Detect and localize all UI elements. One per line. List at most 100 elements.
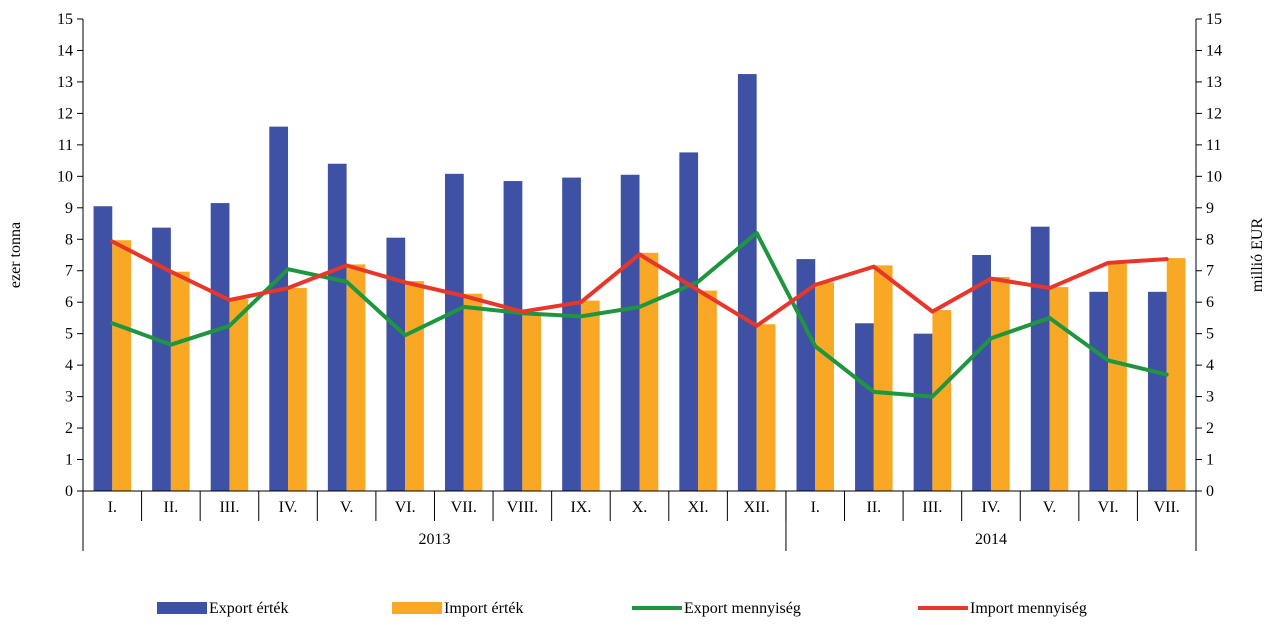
x-group-label-2014: 2014 — [975, 531, 1007, 548]
y-tick-right-label-3: 3 — [1206, 389, 1214, 406]
legend-swatch-import-ertek — [392, 602, 442, 614]
bar-import-ertek-12 — [815, 282, 834, 491]
y-axis-left-title: ezer tonna — [7, 222, 24, 288]
y-axis-right-title: millió EUR — [1249, 218, 1266, 293]
x-category-label-14: III. — [922, 499, 942, 516]
bar-export-ertek-9 — [620, 174, 640, 491]
x-group-label-2013: 2013 — [418, 531, 450, 548]
bar-export-ertek-18 — [1147, 291, 1167, 491]
bar-export-ertek-16 — [1030, 226, 1050, 491]
x-category-label-12: I. — [811, 499, 820, 516]
x-category-label-13: II. — [866, 499, 881, 516]
line-export-mennyiseg — [110, 230, 1169, 399]
x-category-label-4: V. — [340, 499, 354, 516]
x-category-label-9: X. — [632, 499, 648, 516]
x-category-label-18: VII. — [1154, 499, 1180, 516]
bar-export-ertek-6 — [445, 173, 464, 492]
y-tick-left-label-10: 10 — [57, 168, 73, 185]
bar-import-ertek-4 — [346, 264, 366, 491]
bar-export-ertek-0 — [93, 206, 113, 491]
bar-export-ertek-1 — [152, 227, 171, 491]
y-tick-left-label-5: 5 — [65, 326, 73, 343]
y-tick-left-label-8: 8 — [65, 231, 73, 248]
x-category-label-16: V. — [1043, 499, 1057, 516]
bar-export-ertek-14 — [913, 333, 933, 491]
x-category-label-2: III. — [219, 499, 239, 516]
x-category-label-10: XI. — [688, 499, 709, 516]
x-category-label-7: VIII. — [507, 499, 539, 516]
y-tick-right-label-5: 5 — [1206, 326, 1214, 343]
x-category-label-0: I. — [108, 499, 117, 516]
x-category-label-15: IV. — [982, 499, 1001, 516]
bar-import-ertek-10 — [698, 290, 717, 491]
y-tick-left-label-1: 1 — [65, 452, 73, 469]
y-tick-right-label-15: 15 — [1206, 11, 1222, 28]
bar-import-ertek-18 — [1166, 258, 1186, 491]
y-tick-right-label-12: 12 — [1206, 105, 1222, 122]
y-tick-left-label-7: 7 — [65, 263, 73, 280]
y-tick-left-label-15: 15 — [57, 11, 73, 28]
y-tick-right-label-1: 1 — [1206, 452, 1214, 469]
y-tick-left-label-14: 14 — [57, 42, 73, 59]
x-category-label-6: VII. — [451, 499, 477, 516]
bar-import-ertek-16 — [1049, 287, 1069, 491]
bar-export-ertek-13 — [855, 323, 874, 491]
legend: Export érték Import érték Export mennyiség… — [157, 600, 1087, 617]
legend-label-export-ertek: Export érték — [209, 600, 289, 617]
x-category-label-8: IX. — [570, 499, 591, 516]
x-category-label-1: II. — [164, 499, 179, 516]
y-tick-right-label-10: 10 — [1206, 168, 1222, 185]
line-series-layer — [110, 230, 1169, 399]
y-tick-left-label-0: 0 — [65, 483, 73, 500]
y-tick-left-label-4: 4 — [65, 357, 73, 374]
y-tick-left-label-6: 6 — [65, 294, 73, 311]
x-category-label-11: XII. — [744, 499, 770, 516]
bar-import-ertek-15 — [990, 277, 1010, 491]
bar-import-ertek-5 — [405, 281, 424, 491]
bar-import-ertek-1 — [170, 271, 190, 491]
y-tick-left-label-11: 11 — [58, 137, 73, 154]
bar-export-ertek-8 — [562, 177, 581, 492]
bar-import-ertek-8 — [580, 300, 600, 491]
legend-label-import-ertek: Import érték — [444, 600, 524, 617]
y-tick-left-label-12: 12 — [57, 105, 73, 122]
legend-label-import-mennyiseg: Import mennyiség — [970, 600, 1087, 617]
bar-export-ertek-2 — [210, 203, 230, 491]
y-tick-right-label-6: 6 — [1206, 294, 1214, 311]
y-tick-left-label-9: 9 — [65, 200, 73, 217]
bar-import-ertek-13 — [873, 265, 893, 491]
bar-series-layer — [93, 74, 1186, 492]
bar-export-ertek-3 — [269, 126, 289, 491]
bar-import-ertek-17 — [1108, 263, 1127, 491]
y-tick-left-label-3: 3 — [65, 389, 73, 406]
y-tick-right-label-4: 4 — [1206, 357, 1214, 374]
bar-export-ertek-11 — [737, 74, 757, 492]
bar-import-ertek-6 — [463, 293, 483, 491]
bar-export-ertek-7 — [503, 181, 523, 491]
bar-import-ertek-3 — [288, 288, 307, 491]
legend-swatch-export-ertek — [157, 602, 207, 614]
x-category-label-17: VI. — [1098, 499, 1119, 516]
y-tick-left-label-2: 2 — [65, 420, 73, 437]
bar-import-ertek-9 — [639, 252, 659, 491]
y-tick-right-label-2: 2 — [1206, 420, 1214, 437]
y-tick-right-label-0: 0 — [1206, 483, 1214, 500]
x-category-label-3: IV. — [279, 499, 298, 516]
y-tick-right-label-7: 7 — [1206, 263, 1214, 280]
y-tick-right-label-9: 9 — [1206, 200, 1214, 217]
bar-import-ertek-11 — [756, 324, 776, 491]
y-tick-left-label-13: 13 — [57, 74, 73, 91]
line-import-mennyiseg — [110, 239, 1169, 328]
bar-export-ertek-5 — [386, 237, 406, 491]
bar-export-ertek-10 — [679, 152, 699, 491]
x-category-label-5: VI. — [395, 499, 416, 516]
y-tick-right-label-13: 13 — [1206, 74, 1222, 91]
bar-import-ertek-0 — [112, 240, 132, 491]
y-tick-right-label-8: 8 — [1206, 231, 1214, 248]
bar-import-ertek-14 — [932, 310, 952, 491]
bar-import-ertek-7 — [522, 312, 542, 491]
bar-export-ertek-4 — [327, 163, 347, 491]
bar-export-ertek-17 — [1089, 291, 1109, 491]
